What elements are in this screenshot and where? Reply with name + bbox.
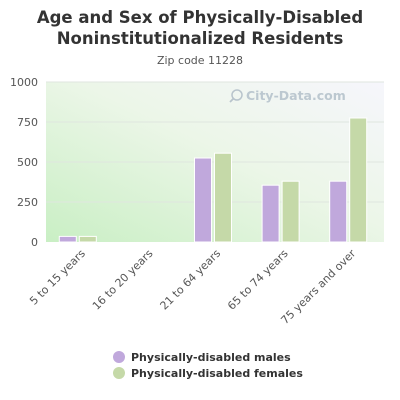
chart-title: Age and Sex of Physically-Disabled Nonin… [0,7,400,49]
x-axis: 5 to 15 years 16 to 20 years 21 to 64 year… [27,247,358,327]
legend-item-males: Physically-disabled males [113,349,303,365]
bar-males [329,180,348,243]
x-tick-label: 21 to 64 years [157,247,223,313]
y-tick-label: 500 [17,156,38,169]
bar-females [281,180,300,243]
watermark-search-icon-handle [229,97,235,103]
chart-title-line-2: Noninstitutionalized Residents [56,29,344,48]
legend: Physically-disabled males Physically-dis… [113,349,303,381]
y-tick-label: 1000 [10,76,38,89]
bars [58,117,368,243]
watermark-text: City-Data.com [246,88,346,103]
legend-item-females: Physically-disabled females [113,365,303,381]
x-tick-label: 16 to 20 years [90,247,156,313]
y-tick-label: 0 [31,236,38,249]
chart-subtitle: Zip code 11228 [156,54,244,67]
bar-males [261,184,280,243]
legend-label-males: Physically-disabled males [131,350,291,364]
bar-males [58,235,77,243]
bar-females [214,152,232,243]
y-axis: 0 250 500 750 1000 [10,76,38,249]
y-tick-label: 250 [17,196,38,209]
bar-females [78,235,97,243]
y-tick-label: 750 [17,116,38,129]
legend-label-females: Physically-disabled females [131,366,303,380]
watermark-search-icon [231,89,243,101]
bar-females [349,117,368,243]
x-tick-label: 75 years and over [278,247,358,327]
x-tick-label: 5 to 15 years [27,247,88,308]
x-tick-label: 65 to 74 years [225,247,291,313]
chart-title-line-1: Age and Sex of Physically-Disabled [36,8,364,27]
legend-swatch-males [113,351,125,363]
bar-males [194,157,212,243]
watermark: City-Data.com [229,88,346,103]
legend-swatch-females [113,367,125,379]
